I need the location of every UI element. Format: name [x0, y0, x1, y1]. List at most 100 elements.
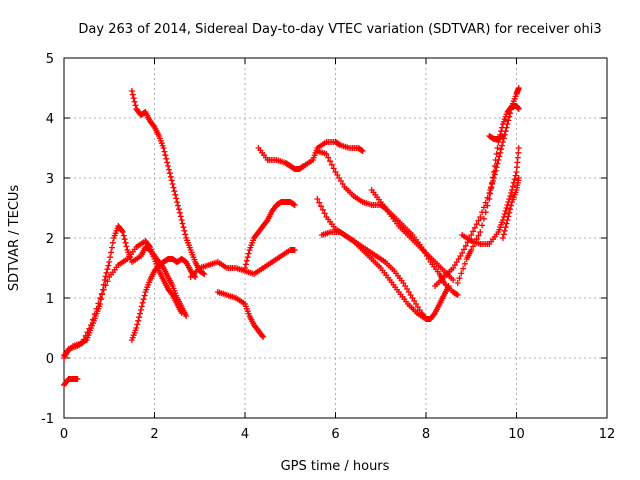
data-point-marker	[167, 173, 174, 180]
data-point-marker	[107, 254, 114, 261]
data-point-marker	[500, 231, 507, 238]
data-point-marker	[118, 227, 125, 234]
data-point-marker	[97, 295, 104, 301]
data-point-marker	[133, 325, 140, 331]
data-point-marker	[168, 177, 175, 184]
data-point-marker	[461, 260, 468, 267]
data-point-marker	[166, 170, 173, 177]
data-point-marker	[141, 292, 148, 299]
y-tick-label: 1	[46, 292, 54, 307]
data-point-marker	[243, 257, 250, 264]
x-tick-label: 8	[422, 427, 430, 442]
data-point-marker	[450, 277, 457, 283]
data-point-marker	[319, 206, 326, 213]
data-point-marker	[169, 181, 176, 187]
data-point-marker	[103, 269, 110, 276]
data-point-marker	[88, 322, 95, 328]
data-point-marker	[259, 332, 266, 339]
y-tick-label: 3	[46, 172, 54, 187]
data-point-marker	[323, 151, 330, 157]
data-point-marker	[460, 265, 467, 272]
data-point-marker	[175, 206, 182, 213]
data-point-marker	[475, 232, 482, 239]
data-point-marker	[445, 283, 452, 289]
data-point-marker	[423, 316, 429, 322]
data-point-marker	[462, 242, 469, 249]
data-point-marker	[245, 250, 252, 257]
x-tick-label: 6	[331, 427, 339, 442]
data-point-marker	[490, 169, 497, 175]
data-point-marker	[454, 280, 461, 286]
data-point-marker	[178, 310, 185, 316]
data-point-marker	[176, 209, 183, 216]
data-point-marker	[318, 203, 325, 210]
data-point-marker	[507, 193, 514, 199]
data-point-marker	[160, 145, 167, 151]
data-point-marker	[109, 239, 116, 246]
data-point-marker	[461, 246, 468, 253]
data-point-marker	[89, 316, 96, 323]
grid	[64, 58, 607, 418]
data-point-marker	[486, 196, 493, 202]
data-point-marker	[108, 249, 115, 256]
data-point-marker	[98, 296, 105, 303]
data-point-marker	[509, 183, 516, 190]
data-point-marker	[175, 202, 182, 209]
data-point-marker	[480, 204, 487, 211]
data-point-marker	[475, 217, 482, 224]
data-point-marker	[499, 133, 506, 139]
data-point-marker	[165, 163, 172, 169]
data-point-marker	[499, 235, 506, 241]
data-point-marker	[482, 209, 489, 216]
data-point-marker	[182, 231, 189, 238]
data-point-marker	[491, 163, 498, 169]
data-point-marker	[244, 254, 251, 261]
data-point-marker	[180, 224, 187, 231]
data-point-marker	[104, 266, 111, 273]
x-axis-label: GPS time / hours	[281, 459, 390, 474]
data-point-marker	[454, 292, 461, 298]
data-point-marker	[498, 128, 505, 135]
data-point-marker	[493, 151, 500, 157]
data-point-marker	[93, 305, 100, 312]
data-point-marker	[128, 88, 135, 94]
data-point-marker	[515, 145, 522, 151]
data-point-marker	[330, 165, 337, 172]
data-point-marker	[479, 222, 486, 229]
data-point-marker	[79, 340, 86, 346]
data-point-marker	[501, 211, 508, 217]
data-point-marker	[130, 95, 137, 102]
data-point-marker	[484, 202, 491, 209]
data-point-marker	[108, 244, 115, 251]
data-point-marker	[179, 220, 186, 227]
data-point-marker	[328, 161, 335, 168]
data-point-marker	[488, 185, 495, 192]
data-point-marker	[163, 155, 170, 162]
data-point-marker	[359, 148, 366, 154]
data-point-marker	[135, 317, 142, 324]
data-point-marker	[471, 224, 478, 231]
data-point-marker	[458, 270, 465, 277]
x-tick-label: 0	[60, 427, 68, 442]
data-point-marker	[492, 157, 499, 163]
data-point-marker	[503, 205, 510, 211]
data-point-marker	[164, 159, 171, 166]
data-point-marker	[104, 278, 111, 285]
y-tick-label: 0	[46, 352, 54, 367]
data-point-marker	[138, 303, 145, 310]
data-point-marker	[501, 227, 508, 234]
data-point-marker	[494, 145, 501, 151]
data-point-marker	[459, 250, 466, 256]
data-point-marker	[260, 334, 267, 340]
data-point-marker	[515, 106, 522, 112]
data-point-marker	[139, 299, 146, 306]
data-point-marker	[502, 224, 509, 231]
x-tick-label: 10	[508, 427, 525, 442]
data-point-marker	[165, 166, 172, 173]
data-point-marker	[91, 311, 98, 318]
data-point-marker	[162, 152, 169, 159]
data-point-marker	[161, 148, 168, 155]
data-point-marker	[129, 91, 136, 98]
data-point-marker	[100, 286, 107, 293]
